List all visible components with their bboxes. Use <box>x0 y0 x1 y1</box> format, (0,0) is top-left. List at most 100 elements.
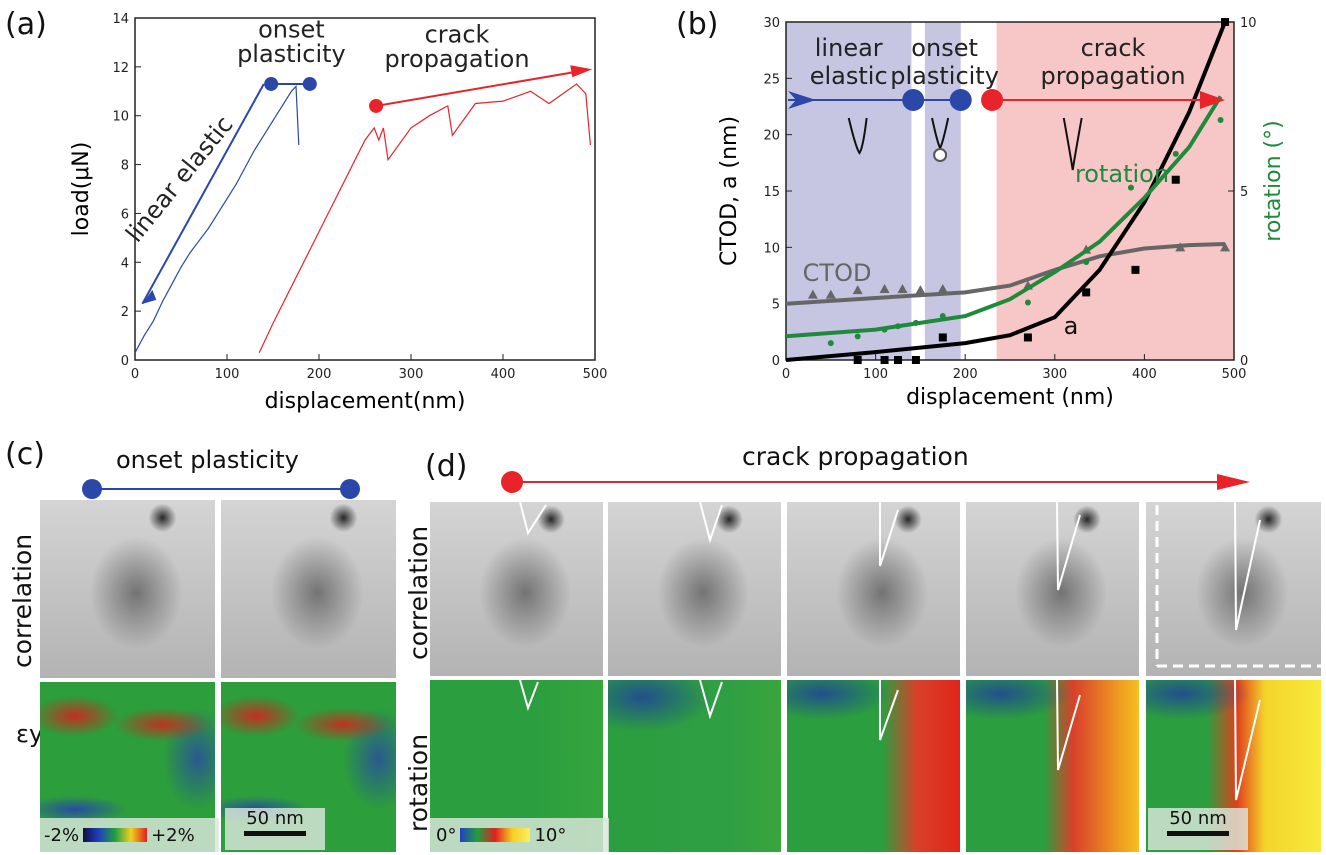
crack-outline-d3-rot <box>879 680 899 741</box>
x-tick-label-a: 300 <box>399 367 424 382</box>
correlation-image-c1 <box>40 500 215 678</box>
panel-b-label: (b) <box>676 7 719 42</box>
data-point-rotation <box>1083 258 1090 265</box>
crack-label: crack <box>425 20 490 48</box>
y-tick-label-a: 10 <box>112 110 129 125</box>
data-point-CTOD <box>879 284 890 294</box>
data-point-a <box>1221 18 1230 26</box>
x-tick-label-b: 400 <box>1132 367 1157 382</box>
y-tick-label-a: 12 <box>112 61 129 76</box>
correlation-image-d1 <box>430 502 603 676</box>
data-point-rotation <box>1127 184 1134 191</box>
crack-dot-start <box>369 98 384 113</box>
elastic-label: elastic <box>810 62 888 90</box>
x-tick-label-b: 200 <box>953 367 978 382</box>
scalebar-d: 50 nm <box>1148 808 1248 850</box>
plastic-zone-icon <box>933 148 948 162</box>
propagation-label: propagation <box>384 45 529 73</box>
crack-outline-d1-rot <box>519 679 539 712</box>
y-tick-label-b: 5 <box>772 298 780 313</box>
onset-label-b: onset <box>911 34 978 62</box>
correlation-image-d2 <box>608 502 781 676</box>
x-tick-label-b: 0 <box>782 367 790 382</box>
y2-tick-label-b: 5 <box>1240 185 1248 200</box>
y2-tick-label-b: 10 <box>1240 16 1257 31</box>
y-tick-label-a: 4 <box>121 256 129 271</box>
scalebar-d-label: 50 nm <box>1169 808 1227 829</box>
phase-dot-2 <box>949 89 972 111</box>
data-point-a <box>1082 288 1091 297</box>
onset-plasticity-timeline <box>82 479 360 499</box>
crack-outline-d5-rot <box>1234 679 1261 801</box>
linear-elastic-arrowhead <box>142 289 157 304</box>
y-tick-label-b: 30 <box>763 16 780 31</box>
timeline-start-dot <box>82 479 102 499</box>
cbar-d-gradient <box>460 828 531 842</box>
correlation-image-d3 <box>787 502 960 676</box>
x-tick-label-a: 0 <box>131 367 139 382</box>
phase-arrowhead-blue <box>788 91 816 109</box>
cbar-c-min: -2% <box>44 824 80 846</box>
load-curve-1 <box>134 84 300 353</box>
crack-tip-icon-1 <box>847 117 868 155</box>
cbar-d-min: 0° <box>436 824 457 846</box>
data-point-CTOD <box>915 285 926 295</box>
crack-arrow-line <box>375 70 577 107</box>
ctod-rotation-chart: 0 100 200 300 400 5000510152025300510displace… <box>717 16 1286 410</box>
plot-frame-a <box>134 17 596 361</box>
rotation-map-d3 <box>787 680 960 852</box>
data-point-a <box>880 356 889 364</box>
onset-dot-start <box>264 76 279 91</box>
panel-c-title: onset plasticity <box>116 446 299 474</box>
x-tick-label-a: 200 <box>307 367 332 382</box>
scalebar-c-bar <box>244 831 306 836</box>
rotation-series-label: rotation <box>1075 160 1169 188</box>
crack-arrowhead <box>570 65 593 78</box>
x-tick-label-b: 300 <box>1042 367 1067 382</box>
data-point-a <box>1131 265 1140 274</box>
data-point-rotation <box>912 319 919 326</box>
x-axis-label-b: displacement (nm) <box>906 385 1114 410</box>
fit-curve-a <box>785 21 1227 362</box>
crack-label-b: crack <box>1081 34 1146 62</box>
data-point-rotation <box>1217 117 1224 124</box>
crack-outline-d2 <box>699 501 723 544</box>
onset-label: onset <box>258 16 325 44</box>
data-point-CTOD <box>1175 242 1186 252</box>
rotation-map-d2 <box>608 680 781 852</box>
phase-dot-3 <box>981 89 1004 111</box>
crack-outline-d4-rot <box>1056 679 1081 771</box>
data-point-CTOD <box>825 289 836 299</box>
y-axis-label-b: CTOD, a (nm) <box>717 116 742 266</box>
x-tick-label-a: 500 <box>583 367 608 382</box>
timeline-d-arrowhead <box>1217 474 1250 490</box>
region-band-3 <box>996 22 1234 360</box>
data-point-a <box>911 356 920 364</box>
panel-a-label: (a) <box>5 7 47 42</box>
crack-outline-d3 <box>879 502 899 567</box>
ctod-series-label: CTOD <box>803 259 872 287</box>
y-axis-label-a: load(μN) <box>69 142 94 237</box>
y-tick-label-b: 0 <box>772 354 780 369</box>
scalebar-c: 50 nm <box>225 808 325 850</box>
linear-elastic-arrow-line <box>141 83 265 305</box>
scalebar-c-label: 50 nm <box>246 808 304 829</box>
x-tick-label-a: 400 <box>491 367 516 382</box>
cbar-c-max: +2% <box>151 824 195 846</box>
propagation-label-b: propagation <box>1040 62 1185 90</box>
fit-curve-rotation <box>785 95 1223 339</box>
data-point-a <box>853 356 862 364</box>
load-displacement-chart: 0 100 200 300 400 500 0 2 4 6 8 10 12 14 displacement(… <box>69 12 608 414</box>
crack-outline-d4 <box>1056 501 1081 591</box>
cbar-c-gradient <box>83 828 148 842</box>
data-point-rotation <box>1024 299 1031 306</box>
timeline-d-start-dot <box>501 471 523 493</box>
data-point-CTOD <box>937 284 948 294</box>
x-axis-label-a: displacement(nm) <box>265 389 466 414</box>
phase-arrowhead-red <box>1199 91 1226 109</box>
data-point-a <box>894 356 902 364</box>
crack-propagation-timeline <box>501 471 1250 493</box>
rotation-colorbar: 0° 10° <box>430 818 609 852</box>
rotation-map-d4 <box>966 680 1139 852</box>
